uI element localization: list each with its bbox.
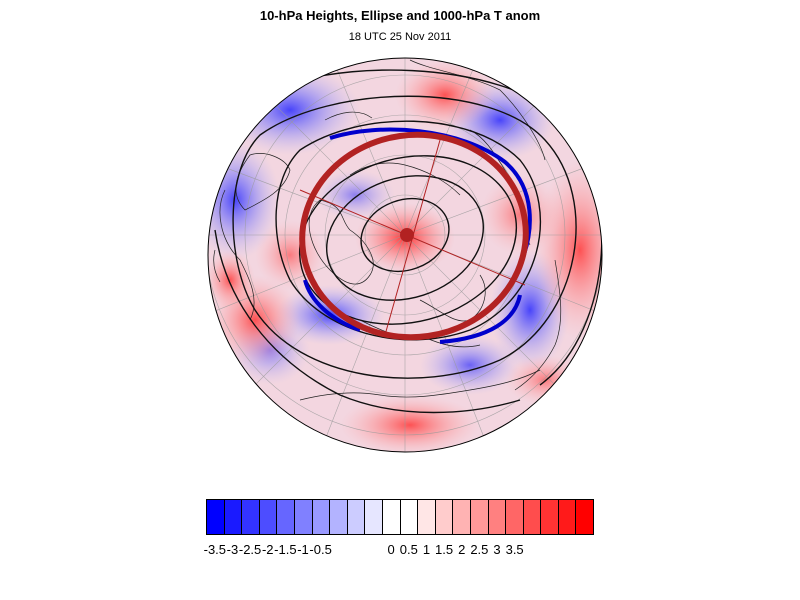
colorbar-tick-label: -3: [226, 542, 239, 557]
colorbar-swatch: [207, 500, 225, 534]
edge-contour: [303, 127, 532, 344]
colorbar-tick-label: 3.5: [505, 542, 524, 557]
colorbar-tick-label: -0.5: [309, 542, 332, 557]
figure-title: 10-hPa Heights, Ellipse and 1000-hPa T a…: [259, 8, 541, 23]
ellipse-center-marker: [400, 228, 414, 242]
colorbar-tick-label: 3: [493, 542, 501, 557]
colorbar-swatch: [488, 500, 507, 534]
colorbar: [206, 499, 594, 535]
colorbar-swatch: [294, 500, 313, 534]
colorbar-swatch: [400, 500, 419, 534]
colorbar-swatch: [312, 500, 331, 534]
colorbar-swatch: [224, 500, 243, 534]
colorbar-tick-label: -3.5: [203, 542, 227, 557]
colorbar-swatch: [347, 500, 366, 534]
globe-outline: [207, 57, 603, 453]
colorbar-tick-label: 0.5: [399, 542, 418, 557]
colorbar-swatch: [365, 500, 383, 534]
colorbar-swatch: [558, 500, 577, 534]
colorbar-tick-label: -1.5: [274, 542, 297, 557]
colorbar-tick-label: 2: [458, 542, 466, 557]
colorbar-tick-label: 0: [387, 542, 395, 557]
colorbar-swatch: [418, 500, 436, 534]
colorbar-swatch: [523, 500, 542, 534]
colorbar-swatch: [242, 500, 260, 534]
colorbar-tick-label: -1: [297, 542, 309, 557]
colorbar-swatch: [277, 500, 295, 534]
anomaly-field: [208, 58, 602, 452]
colorbar-swatch: [506, 500, 524, 534]
colorbar-swatch: [435, 500, 454, 534]
figure-subtitle: 18 UTC 25 Nov 2011: [348, 31, 452, 43]
colorbar-tick-label: -2.5: [238, 542, 262, 557]
colorbar-tick-label: 1.5: [435, 542, 454, 557]
colorbar-swatch: [576, 500, 594, 534]
colorbar-swatch: [541, 500, 559, 534]
colorbar-tick-label: 2.5: [470, 542, 489, 557]
colorbar-tick-label: -2: [261, 542, 274, 557]
colorbar-labels: -3.5 -3 -2.5 -2 -1.5 -1 -0.5 0 0.5 1 1.5 2 2.5 3 3.5: [0, 542, 800, 562]
fitted-ellipse: [299, 131, 529, 341]
colorbar-tick-label: 1: [422, 542, 431, 557]
colorbar-swatch: [382, 500, 401, 534]
colorbar-swatch: [330, 500, 348, 534]
colorbar-swatch: [259, 500, 278, 534]
colorbar-swatch: [470, 500, 489, 534]
colorbar-swatch: [453, 500, 471, 534]
